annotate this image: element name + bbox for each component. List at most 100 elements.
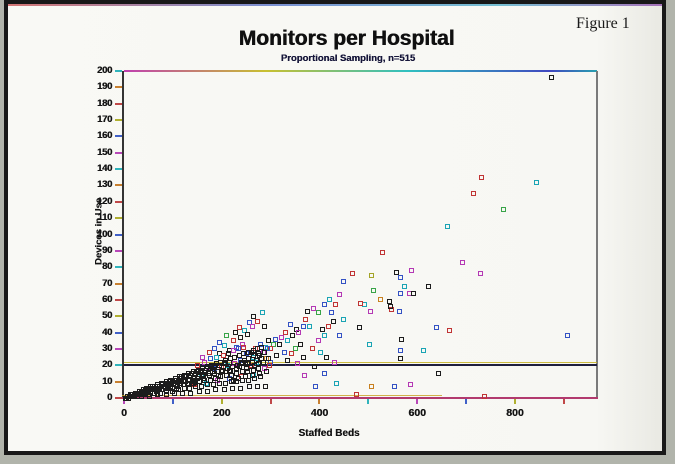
data-point xyxy=(213,387,219,393)
data-point xyxy=(327,297,333,303)
data-point xyxy=(377,297,383,303)
data-point xyxy=(333,380,339,386)
data-point xyxy=(180,390,186,396)
data-point xyxy=(155,392,161,398)
data-point xyxy=(322,333,328,339)
data-point xyxy=(211,346,217,352)
y-tick-label: 120 xyxy=(97,195,112,207)
data-point xyxy=(239,341,245,347)
y-tick-label: 40 xyxy=(102,326,112,338)
data-point xyxy=(237,364,243,370)
data-point xyxy=(366,341,372,347)
data-point xyxy=(321,302,327,308)
data-point xyxy=(319,326,325,332)
data-point xyxy=(144,388,150,394)
data-point xyxy=(293,326,299,332)
x-tick-mark xyxy=(465,399,468,404)
y-tick-mark xyxy=(115,282,122,285)
x-axis-title: Staffed Beds xyxy=(298,428,360,439)
data-point xyxy=(243,374,249,380)
data-point xyxy=(354,392,360,398)
data-point xyxy=(301,354,307,360)
data-point xyxy=(397,308,403,314)
data-point xyxy=(207,372,212,378)
data-point xyxy=(370,287,376,293)
data-point xyxy=(397,274,403,280)
data-point xyxy=(240,344,246,350)
x-tick-mark xyxy=(171,399,174,404)
data-point xyxy=(270,341,276,347)
data-point xyxy=(192,379,198,385)
data-point xyxy=(261,359,267,365)
data-point xyxy=(232,330,238,336)
data-point xyxy=(164,388,169,394)
data-point xyxy=(397,290,403,296)
y-tick-mark xyxy=(115,151,122,154)
data-point xyxy=(255,366,261,372)
data-point xyxy=(311,305,317,311)
y-tick-label: 0 xyxy=(107,392,112,403)
data-point xyxy=(290,333,296,339)
data-point xyxy=(201,375,207,381)
x-tick-mark xyxy=(220,399,223,404)
y-tick-mark xyxy=(115,233,122,236)
y-tick-mark xyxy=(115,168,122,171)
y-tick-mark xyxy=(115,397,122,399)
chart-title: Monitors per Hospital xyxy=(238,27,455,50)
data-point xyxy=(368,308,374,314)
y-tick-mark xyxy=(115,364,122,367)
data-point xyxy=(254,384,260,390)
y-tick-label: 200 xyxy=(97,65,112,76)
data-point xyxy=(185,382,191,388)
data-point xyxy=(217,339,223,345)
data-point xyxy=(321,370,327,376)
data-point xyxy=(340,279,346,285)
data-point xyxy=(257,370,263,376)
y-tick-mark xyxy=(115,86,122,89)
data-point xyxy=(391,384,397,390)
data-point xyxy=(357,325,363,331)
data-point xyxy=(386,299,392,305)
data-point xyxy=(272,336,278,342)
x-axis-line xyxy=(122,397,598,399)
data-point xyxy=(324,354,330,360)
figure-border-frame xyxy=(4,0,666,455)
data-point xyxy=(236,325,242,331)
data-point xyxy=(309,346,315,352)
data-point xyxy=(398,348,404,354)
data-point xyxy=(239,369,245,375)
x-tick-label: 400 xyxy=(310,407,329,419)
data-point xyxy=(256,352,262,358)
data-point xyxy=(245,369,251,375)
data-point xyxy=(292,346,298,352)
data-point xyxy=(256,361,262,367)
data-point xyxy=(394,269,400,275)
data-point xyxy=(257,374,263,380)
data-point xyxy=(294,361,300,367)
data-point xyxy=(278,335,284,340)
data-point xyxy=(196,388,202,394)
data-point xyxy=(479,174,485,180)
data-point xyxy=(410,290,416,296)
data-point xyxy=(231,377,237,383)
data-point xyxy=(262,323,268,329)
data-point xyxy=(250,352,256,358)
data-point xyxy=(125,393,131,399)
y-tick-label: 170 xyxy=(97,114,112,126)
data-point xyxy=(193,369,199,375)
y-tick-label: 10 xyxy=(102,375,112,387)
data-point xyxy=(226,351,232,357)
data-point xyxy=(337,292,343,298)
data-point xyxy=(214,354,220,360)
data-point xyxy=(307,323,313,329)
x-tick-label: 600 xyxy=(408,407,426,419)
data-point xyxy=(265,346,271,352)
data-point xyxy=(163,385,169,391)
data-point xyxy=(264,369,270,375)
data-point xyxy=(273,352,279,358)
data-point xyxy=(229,372,234,378)
data-point xyxy=(249,359,255,365)
y-tick-label: 70 xyxy=(102,277,112,289)
data-point xyxy=(213,362,219,368)
y-tick-mark xyxy=(115,331,122,334)
